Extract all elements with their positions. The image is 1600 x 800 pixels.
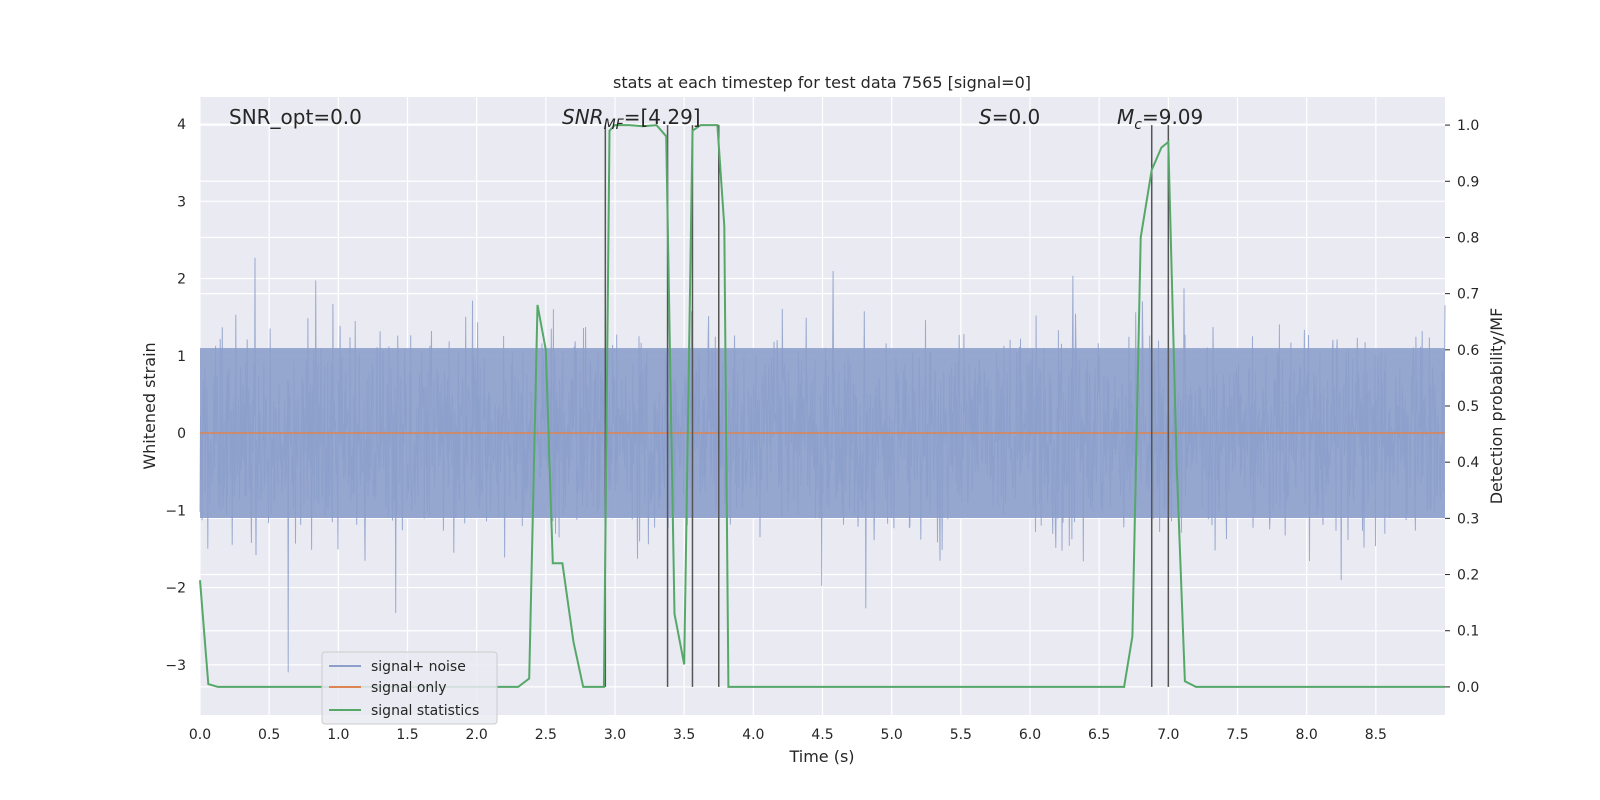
x-tick-label: 1.5 (396, 727, 418, 743)
y-axis-label-right: Detection probability/MF (1487, 308, 1506, 505)
x-tick-label: 3.5 (673, 727, 695, 743)
x-tick-label: 1.0 (327, 727, 349, 743)
y-tick-label: 1 (177, 349, 186, 365)
y-ticks-right: 0.0 0.1 0.2 0.3 0.4 0.5 0.6 0.7 0.8 0.9 1.0 (1445, 118, 1479, 696)
snr-mf-subscript: MF (604, 117, 625, 133)
y-tick-label: −1 (165, 503, 186, 519)
y-tick-label: 0 (177, 426, 186, 442)
x-tick-label: 7.0 (1157, 727, 1179, 743)
legend-box (321, 651, 498, 725)
x-tick-label: 2.0 (466, 727, 488, 743)
y-tick-label-right: 0.6 (1457, 343, 1479, 359)
legend-label-noise: signal+ noise (371, 659, 466, 675)
annotation-snr-opt: SNR_opt=0.0 (229, 105, 362, 129)
y-tick-label-right: 1.0 (1457, 118, 1479, 134)
x-tick-label: 6.5 (1088, 727, 1110, 743)
y-tick-label: 2 (177, 272, 186, 288)
s-symbol: S (979, 105, 992, 129)
legend-label-signal-only: signal only (371, 680, 446, 696)
y-tick-label-right: 0.3 (1457, 511, 1479, 527)
x-tick-label: 4.5 (811, 727, 833, 743)
y-tick-label: 3 (177, 194, 186, 210)
legend: signal+ noise signal only signal statist… (321, 651, 498, 725)
x-ticks: 0.0 0.5 1.0 1.5 2.0 2.5 3.0 3.5 4.0 4.5 5.0 5.5 6.0 6… (189, 727, 1387, 743)
y-tick-label-right: 0.9 (1457, 174, 1479, 190)
y-tick-label-right: 0.4 (1457, 455, 1479, 471)
x-tick-label: 6.0 (1019, 727, 1041, 743)
y-ticks: −3 −2 −1 0 1 2 3 4 (165, 117, 186, 674)
snr-mf-value: =[4.29] (624, 105, 701, 129)
y-tick-label-right: 0.8 (1457, 230, 1479, 246)
snr-mf-symbol: SNR (562, 105, 604, 129)
x-tick-label: 5.5 (950, 727, 972, 743)
y-tick-label-right: 0.1 (1457, 624, 1479, 640)
signal-statistics-line (199, 124, 1445, 688)
y-tick-label: −2 (165, 581, 186, 597)
y-tick-label-right: 0.0 (1457, 680, 1479, 696)
y-axis-label: Whitened strain (140, 342, 159, 469)
annotation-s: S=0.0 (979, 105, 1040, 129)
y-tick-label-right: 0.7 (1457, 287, 1479, 303)
x-tick-label: 8.5 (1365, 727, 1387, 743)
x-tick-label: 2.5 (535, 727, 557, 743)
y-tick-label: −3 (165, 658, 186, 674)
mc-symbol: M (1117, 105, 1134, 129)
x-tick-label: 5.0 (881, 727, 903, 743)
x-tick-label: 0.5 (258, 727, 280, 743)
x-tick-label: 3.0 (604, 727, 626, 743)
y-tick-label-right: 0.2 (1457, 568, 1479, 584)
x-tick-label: 4.0 (742, 727, 764, 743)
mc-value: =9.09 (1142, 105, 1203, 129)
mc-subscript: c (1134, 117, 1142, 133)
legend-label-stats: signal statistics (371, 703, 479, 719)
x-tick-label: 8.0 (1296, 727, 1318, 743)
x-tick-label: 0.0 (189, 727, 211, 743)
x-tick-label: 7.5 (1226, 727, 1248, 743)
y-tick-label: 4 (177, 117, 186, 133)
s-value: =0.0 (992, 105, 1041, 129)
annotation-snr-mf: SNRMF=[4.29] (562, 105, 701, 133)
x-axis-label: Time (s) (788, 747, 854, 766)
signal-statistics-series (199, 124, 1445, 688)
annotation-mc: Mc=9.09 (1117, 105, 1203, 133)
y-tick-label-right: 0.5 (1457, 399, 1479, 415)
chart-title: stats at each timestep for test data 756… (613, 73, 1031, 92)
